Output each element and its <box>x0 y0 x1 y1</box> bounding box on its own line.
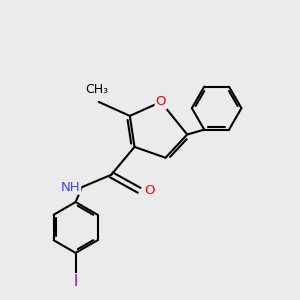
Text: O: O <box>144 184 154 197</box>
Text: NH: NH <box>61 181 80 194</box>
Text: O: O <box>156 95 166 109</box>
Text: CH₃: CH₃ <box>86 83 109 96</box>
Text: I: I <box>74 274 78 289</box>
